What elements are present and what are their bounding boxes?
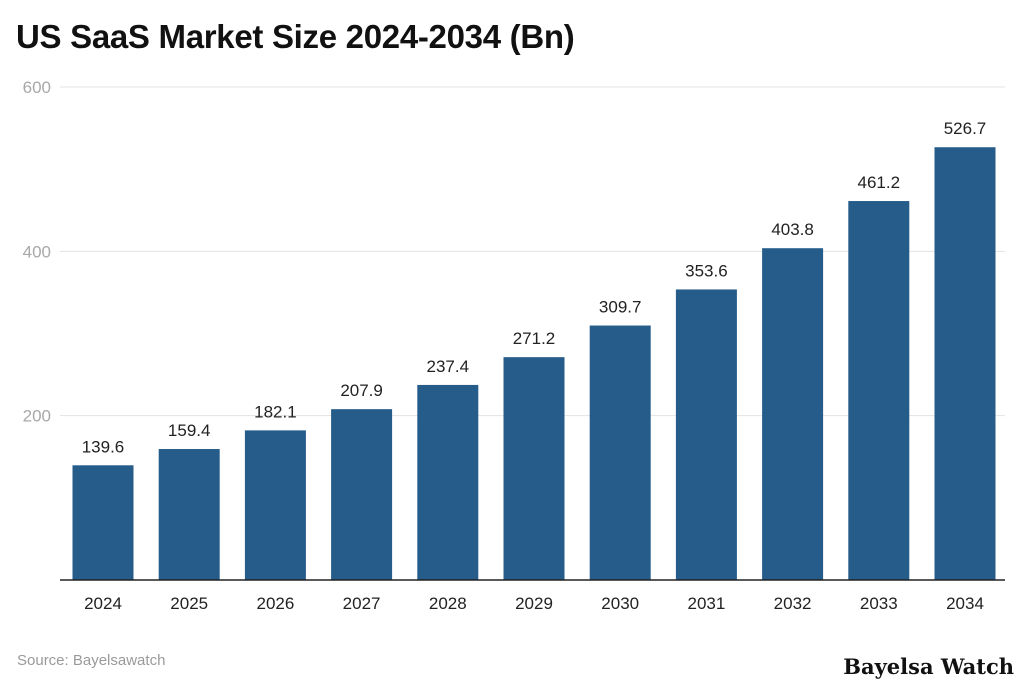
data-label: 403.8 <box>771 220 814 239</box>
x-tick-label: 2026 <box>256 594 294 613</box>
x-tick-label: 2028 <box>429 594 467 613</box>
data-label: 461.2 <box>858 173 901 192</box>
x-tick-label: 2031 <box>687 594 725 613</box>
bar-2029 <box>503 357 565 580</box>
y-tick-label: 200 <box>23 407 51 426</box>
bar-2030 <box>589 325 651 580</box>
x-tick-label: 2033 <box>860 594 898 613</box>
bar-2025 <box>158 449 220 580</box>
data-label: 309.7 <box>599 298 642 317</box>
data-label: 139.6 <box>82 437 125 456</box>
data-label: 237.4 <box>427 357 470 376</box>
x-tick-label: 2034 <box>946 594 984 613</box>
source-note: Source: Bayelsawatch <box>17 652 166 669</box>
data-label: 353.6 <box>685 261 728 280</box>
x-tick-label: 2032 <box>774 594 812 613</box>
y-tick-label: 400 <box>23 242 51 261</box>
bar-2033 <box>848 201 910 580</box>
x-tick-label: 2024 <box>84 594 122 613</box>
x-tick-label: 2030 <box>601 594 639 613</box>
data-label: 271.2 <box>513 329 556 348</box>
x-tick-label: 2025 <box>170 594 208 613</box>
bar-2031 <box>675 289 737 580</box>
bar-2034 <box>934 147 996 581</box>
bar-2032 <box>762 248 824 580</box>
x-tick-label: 2027 <box>343 594 381 613</box>
chart-title: US SaaS Market Size 2024-2034 (Bn) <box>16 18 575 55</box>
bar-2027 <box>331 409 393 580</box>
data-label: 159.4 <box>168 421 211 440</box>
y-tick-label: 600 <box>23 78 51 97</box>
brand-logo: Bayelsa Watch <box>843 654 1014 679</box>
bar-2028 <box>417 384 479 580</box>
data-label: 182.1 <box>254 402 297 421</box>
bar-2026 <box>244 430 306 580</box>
bar-2024 <box>72 465 134 580</box>
data-label: 207.9 <box>340 381 383 400</box>
x-tick-label: 2029 <box>515 594 553 613</box>
data-label: 526.7 <box>944 119 987 138</box>
